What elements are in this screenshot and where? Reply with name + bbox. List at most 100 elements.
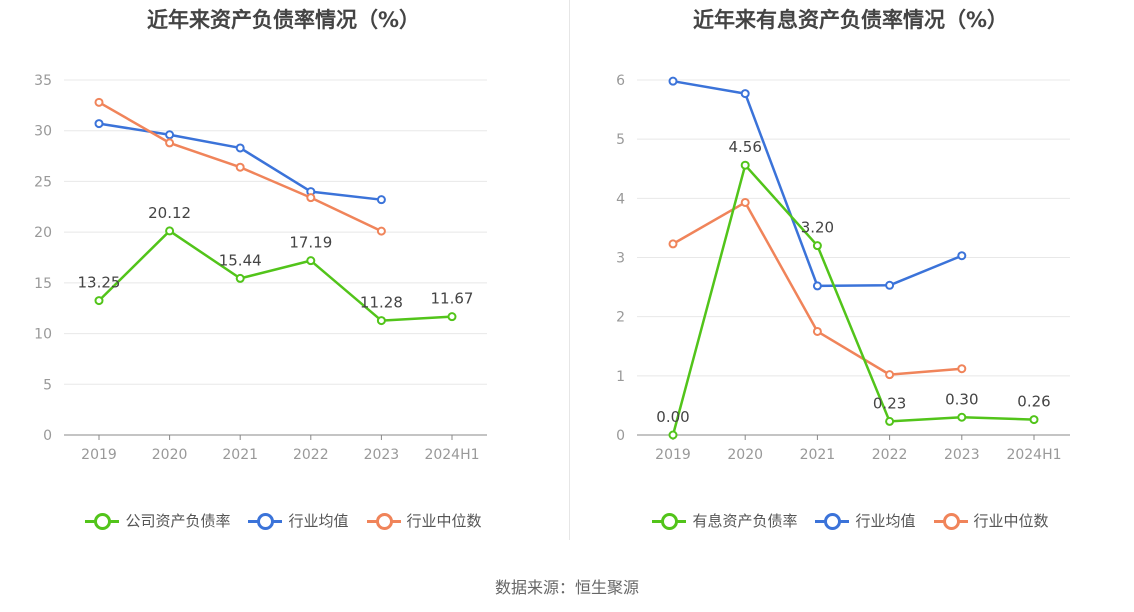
x-tick-label: 2019	[81, 447, 117, 463]
legend-label: 行业均值	[288, 512, 349, 530]
data-label: 3.20	[801, 219, 834, 237]
data-label: 15.44	[219, 251, 262, 269]
data-point	[235, 143, 245, 153]
chart-title: 近年来有息资产负债率情况（%）	[692, 8, 1009, 32]
y-tick-label: 3	[616, 251, 625, 267]
legend-label: 行业中位数	[406, 512, 482, 530]
data-point	[812, 326, 822, 336]
legend-swatch-icon	[652, 512, 687, 530]
data-point	[885, 370, 895, 380]
legend-swatch-icon	[366, 512, 401, 530]
series-line	[672, 79, 963, 288]
panel-divider	[569, 0, 570, 540]
x-tick-label: 2024H1	[424, 447, 479, 463]
y-tick-label: 5	[616, 132, 625, 148]
data-point	[668, 76, 678, 86]
legend-label: 行业均值	[855, 512, 916, 530]
data-point	[306, 193, 316, 203]
chart-legend: 有息资产负债率 行业均值 行业中位数	[567, 510, 1134, 531]
data-label: 13.25	[78, 274, 121, 292]
y-tick-label: 30	[34, 124, 52, 140]
y-tick-label: 2	[616, 310, 625, 326]
legend-swatch-icon	[248, 512, 283, 530]
data-label: 4.56	[728, 138, 761, 156]
x-tick-label: 2024H1	[1006, 447, 1061, 463]
data-point	[165, 130, 175, 140]
data-point	[165, 138, 175, 148]
data-point	[740, 89, 750, 99]
data-point	[957, 251, 967, 261]
data-point	[94, 296, 104, 306]
data-point	[376, 316, 386, 326]
data-point	[235, 273, 245, 283]
y-tick-label: 0	[43, 428, 52, 444]
y-tick-label: 15	[34, 276, 52, 292]
data-point	[668, 430, 678, 440]
x-tick-label: 2021	[800, 447, 836, 463]
data-point	[165, 226, 175, 236]
legend-item[interactable]: 行业中位数	[366, 510, 482, 531]
data-point	[94, 119, 104, 129]
legend-item[interactable]: 行业中位数	[933, 510, 1049, 531]
chart-left: 近年来资产负债率情况（%） 0 5 10 15 20 25 30 35 2019 2020 2021…	[0, 0, 567, 560]
legend-label: 有息资产负债率	[692, 512, 798, 530]
series-line	[98, 122, 382, 201]
legend-label: 公司资产负债率	[125, 512, 231, 530]
data-label: 11.28	[360, 294, 403, 312]
y-tick-label: 5	[43, 377, 52, 393]
y-tick-label: 35	[34, 73, 52, 89]
legend-swatch-icon	[933, 512, 968, 530]
y-tick-label: 0	[616, 428, 625, 444]
data-source: 数据来源：恒生聚源	[494, 578, 639, 597]
chart-legend: 公司资产负债率 行业均值 行业中位数	[0, 510, 567, 531]
data-point	[740, 197, 750, 207]
chart-right: 近年来有息资产负债率情况（%） 0 1 2 3 4 5 6 2019 2020 2021 2022 2…	[567, 0, 1134, 560]
series-line	[98, 229, 453, 322]
x-tick-label: 2021	[222, 447, 258, 463]
legend-item[interactable]: 行业均值	[248, 510, 349, 531]
data-point	[376, 195, 386, 205]
data-label: 17.19	[289, 234, 332, 252]
data-point	[306, 256, 316, 266]
y-tick-label: 6	[616, 73, 625, 89]
data-point	[812, 281, 822, 291]
data-label: 0.30	[945, 390, 978, 408]
y-tick-label: 20	[34, 225, 52, 241]
data-point	[1029, 415, 1039, 425]
data-label: 0.23	[873, 394, 906, 412]
data-label: 11.67	[431, 290, 474, 308]
data-point	[885, 280, 895, 290]
data-point	[740, 160, 750, 170]
chart-plot: 0 5 10 15 20 25 30 35 2019 2020 2021 2022 2023 2024H1…	[34, 73, 487, 463]
data-label: 0.26	[1017, 393, 1050, 411]
data-label: 20.12	[148, 204, 191, 222]
y-tick-label: 25	[34, 174, 52, 190]
data-point	[957, 412, 967, 422]
chart-plot: 0 1 2 3 4 5 6 2019 2020 2021 2022 2023 2024H1 0.00 4.5…	[616, 73, 1070, 463]
data-point	[885, 416, 895, 426]
x-tick-label: 2019	[655, 447, 691, 463]
legend-swatch-icon	[815, 512, 850, 530]
x-tick-label: 2020	[152, 447, 188, 463]
legend-label: 行业中位数	[973, 512, 1049, 530]
legend-item[interactable]: 有息资产负债率	[652, 510, 797, 531]
data-point	[957, 364, 967, 374]
legend-item[interactable]: 行业均值	[815, 510, 916, 531]
data-point	[376, 226, 386, 236]
y-tick-label: 10	[34, 327, 52, 343]
x-tick-label: 2023	[944, 447, 980, 463]
x-tick-label: 2022	[293, 447, 329, 463]
data-point	[812, 241, 822, 251]
data-point	[447, 312, 457, 322]
x-tick-label: 2020	[727, 447, 763, 463]
x-tick-label: 2022	[872, 447, 908, 463]
legend-item[interactable]: 公司资产负债率	[85, 510, 230, 531]
data-point	[235, 162, 245, 172]
y-tick-label: 1	[616, 369, 625, 385]
data-point	[94, 97, 104, 107]
y-tick-label: 4	[616, 191, 625, 207]
series-line	[671, 163, 1035, 436]
data-label: 0.00	[656, 408, 689, 426]
x-tick-label: 2023	[364, 447, 400, 463]
data-point	[668, 239, 678, 249]
